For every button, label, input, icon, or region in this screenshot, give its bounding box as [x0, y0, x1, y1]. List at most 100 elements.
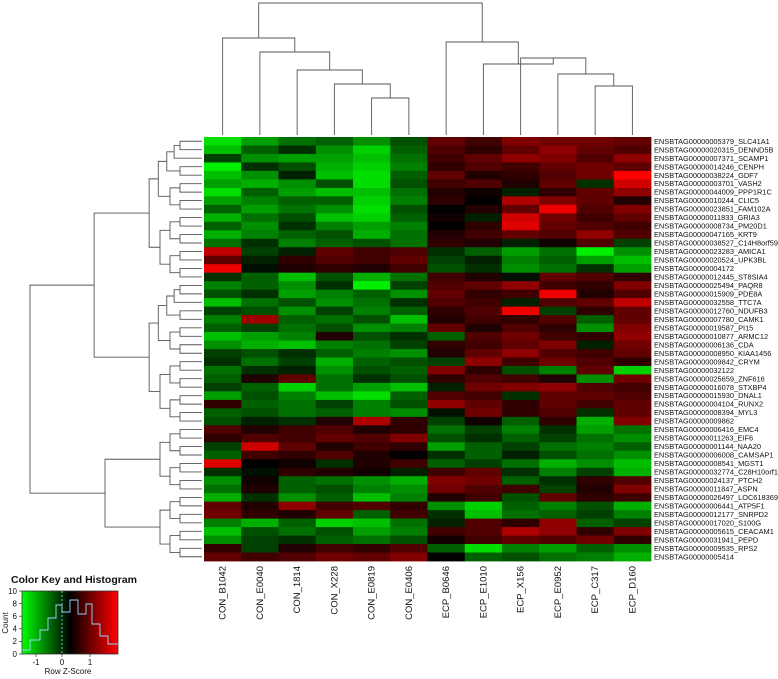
- heatmap-cell: [390, 162, 428, 172]
- heatmap-cell: [353, 493, 391, 503]
- heatmap-cell: [576, 510, 615, 519]
- row-label: ENSBTAG00000011847_ASPN: [654, 485, 758, 494]
- heatmap-cell: [390, 399, 428, 409]
- heatmap-cell: [353, 196, 391, 206]
- heatmap-cell: [390, 298, 428, 307]
- heatmap-cell: [502, 518, 540, 528]
- heatmap-cell: [464, 238, 503, 248]
- heatmap-cell: [315, 298, 354, 307]
- heatmap-cell: [502, 137, 540, 146]
- heatmap-cell: [241, 230, 279, 240]
- heatmap-cell: [576, 272, 615, 282]
- dendrogram-branch: [159, 509, 170, 545]
- heatmap-cell: [502, 467, 540, 477]
- dendrogram-branch: [159, 229, 170, 265]
- heatmap-cell: [502, 493, 540, 503]
- heatmap-cell: [390, 365, 428, 375]
- heatmap-cell: [539, 187, 577, 197]
- dendrogram-branch: [179, 361, 202, 371]
- heatmap-cell: [502, 552, 540, 562]
- heatmap-cell: [315, 365, 354, 375]
- heatmap-cell: [464, 332, 503, 341]
- heatmap-cell: [278, 137, 317, 146]
- dendrogram-branch: [179, 463, 202, 473]
- row-label: ENSBTAG00000025494_PAQR8: [654, 281, 763, 290]
- heatmap-cell: [502, 315, 540, 324]
- heatmap-cell: [464, 476, 503, 486]
- dendrogram-branch: [179, 327, 202, 337]
- dendrogram-branch: [169, 221, 180, 240]
- dendrogram-branch: [169, 187, 180, 206]
- heatmap-cell: [353, 162, 391, 172]
- dendrogram-branch: [179, 395, 202, 405]
- heatmap-cell: [390, 213, 428, 223]
- heatmap-cell: [315, 484, 354, 494]
- heatmap-cell: [204, 323, 242, 333]
- heatmap-cell: [278, 247, 317, 257]
- heatmap-cell: [427, 196, 466, 206]
- heatmap-cell: [464, 501, 503, 511]
- dendrogram-branch: [179, 530, 202, 541]
- dendrogram-branch: [179, 267, 202, 278]
- heatmap-cell: [204, 306, 242, 316]
- heatmap-cell: [464, 433, 503, 443]
- heatmap-cell: [464, 442, 503, 452]
- heatmap-cell: [278, 315, 317, 324]
- heatmap-cell: [613, 349, 652, 358]
- heatmap-cell: [278, 416, 317, 426]
- heatmap-cell: [241, 476, 279, 486]
- heatmap-cell: [315, 399, 354, 409]
- dendrogram-branch: [169, 365, 180, 384]
- heatmap-cell: [241, 298, 279, 307]
- heatmap-cell: [278, 501, 317, 511]
- heatmap-cell: [204, 221, 242, 231]
- color-key-y-tick-label: 10: [8, 587, 17, 596]
- dendrogram-branch: [179, 200, 202, 210]
- heatmap-cell: [204, 204, 242, 214]
- heatmap-cell: [390, 247, 428, 257]
- heatmap-cell: [464, 493, 503, 503]
- heatmap-cell: [464, 153, 503, 163]
- heatmap-cell: [427, 221, 466, 231]
- heatmap-cell: [576, 213, 615, 223]
- heatmap-cell: [241, 501, 279, 511]
- dendrogram-branch: [179, 166, 202, 176]
- heatmap-cell: [390, 170, 428, 180]
- heatmap-cell: [278, 535, 317, 545]
- heatmap-cell: [427, 323, 466, 333]
- heatmap-cell: [576, 298, 615, 307]
- heatmap-cell: [427, 408, 466, 418]
- heatmap-cell: [427, 476, 466, 486]
- color-key-histogram: [22, 599, 118, 651]
- heatmap-cell: [353, 391, 391, 401]
- heatmap-cell: [315, 408, 354, 418]
- heatmap-cell: [613, 476, 652, 486]
- heatmap-cell: [427, 374, 466, 384]
- heatmap-cell: [613, 153, 652, 163]
- heatmap-cell: [390, 281, 428, 291]
- heatmap-cell: [613, 416, 652, 426]
- heatmap-cell: [353, 238, 391, 248]
- heatmap-cell: [204, 170, 242, 180]
- heatmap-cell: [502, 162, 540, 172]
- row-label: ENSBTAG00000009842_CRYM: [654, 357, 760, 366]
- heatmap-cell: [204, 416, 242, 426]
- heatmap-cell: [464, 196, 503, 206]
- row-label: ENSBTAG00000007780_CAMK1: [654, 315, 764, 324]
- heatmap-cell: [464, 518, 503, 528]
- heatmap-cell: [241, 391, 279, 401]
- heatmap-cell: [464, 323, 503, 333]
- row-label: ENSBTAG00000010244_CLIC5: [654, 196, 759, 205]
- heatmap-cell: [464, 544, 503, 553]
- dendrogram-branch: [179, 378, 202, 388]
- heatmap-cell: [390, 544, 428, 553]
- dendrogram-branch: [520, 57, 587, 135]
- heatmap-cell: [502, 306, 540, 316]
- heatmap-cell: [613, 518, 652, 528]
- heatmap-cell: [539, 306, 577, 316]
- heatmap-cell: [464, 408, 503, 418]
- heatmap-cell: [613, 247, 652, 257]
- heatmap-cell: [539, 518, 577, 528]
- heatmap-cell: [539, 467, 577, 477]
- heatmap-cell: [539, 527, 577, 536]
